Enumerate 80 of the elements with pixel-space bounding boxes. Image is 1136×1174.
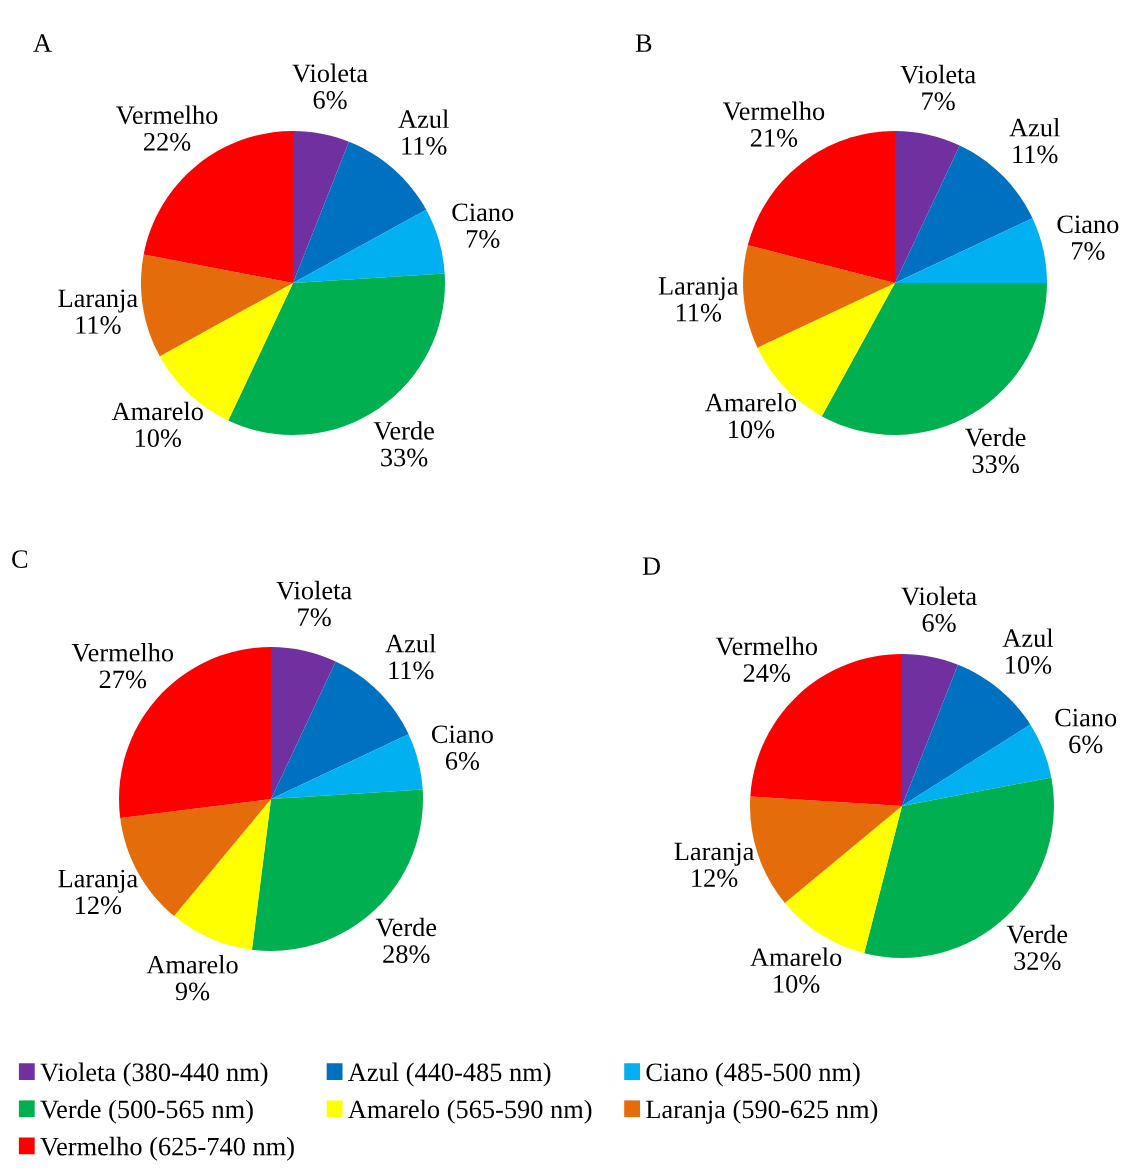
slice-label: Azul: [398, 109, 449, 129]
chart-title: D: [642, 557, 660, 575]
slice-label: Verde: [373, 421, 434, 440]
pie-slice: [141, 254, 293, 357]
slice-label: Violeta: [276, 580, 352, 600]
data-label: 28%: [383, 945, 430, 964]
data-label: 11%: [1013, 145, 1058, 164]
pie-slice: [902, 654, 958, 806]
data-label: 6%: [922, 614, 956, 632]
slice-label: Verde: [965, 427, 1026, 447]
data-label: 11%: [402, 136, 447, 155]
category-label: Amarelo (565-590 nm): [348, 1099, 592, 1124]
pie-slice: [271, 734, 423, 799]
slice-label: Vermelho: [71, 643, 174, 662]
slice-label: Laranja: [674, 842, 754, 866]
data-label: 32%: [1014, 952, 1061, 971]
data-label: 12%: [692, 869, 738, 888]
data-label: 11%: [676, 303, 722, 322]
data-label: 27%: [99, 670, 147, 689]
pie-slice: [747, 131, 895, 283]
slice-label: Ciano: [1057, 215, 1119, 234]
slice-label: Amarelo: [146, 955, 238, 974]
pie-slice: [293, 131, 349, 283]
data-label: 10%: [1006, 655, 1052, 674]
pie-slice: [271, 647, 336, 799]
slice-label: Violeta: [900, 64, 976, 84]
data-label: 6%: [1069, 735, 1103, 754]
pie-slice: [902, 724, 1052, 806]
pie-slice: [174, 799, 271, 950]
data-label: 7%: [922, 92, 955, 111]
slice-label: Azul: [385, 633, 436, 653]
slice-label: Laranja: [58, 289, 138, 313]
chart-title: B: [635, 34, 652, 52]
slice-label: Laranja: [658, 277, 739, 301]
slice-label: Violeta: [292, 63, 368, 83]
slice-label: Azul: [1002, 628, 1054, 648]
category-label: Vermelho (625-740 nm): [40, 1136, 294, 1161]
pie-slice: [895, 131, 960, 283]
chart-title: A: [33, 34, 52, 52]
data-label: 9%: [175, 982, 210, 1001]
slice-label: Amarelo: [750, 947, 842, 967]
slice-label: Ciano: [1055, 708, 1117, 727]
data-label: 11%: [76, 316, 121, 334]
slice-label: Ciano: [452, 203, 514, 222]
data-label: 7%: [466, 230, 500, 248]
slice-label: Verde: [375, 917, 437, 937]
pie-slice: [895, 218, 1047, 283]
data-label: 33%: [972, 455, 1019, 474]
data-label: 22%: [144, 132, 191, 151]
data-label: 33%: [381, 448, 428, 467]
category-label: Violeta (380-440 nm): [40, 1062, 268, 1087]
data-label: 12%: [75, 896, 122, 915]
pie-slice: [143, 131, 293, 283]
data-label: 10%: [729, 420, 775, 439]
slice-label: Amarelo: [705, 392, 797, 412]
slice-label: Vermelho: [116, 105, 218, 125]
data-label: 6%: [445, 751, 480, 770]
pie-slice: [743, 245, 895, 348]
slice-label: Vermelho: [722, 101, 825, 121]
slice-label: Amarelo: [111, 401, 203, 421]
data-label: 21%: [750, 129, 798, 147]
data-label: 6%: [313, 91, 347, 109]
slice-label: Vermelho: [715, 636, 818, 656]
category-label: Laranja (590-625 nm): [646, 1099, 878, 1124]
data-label: 11%: [389, 661, 434, 680]
slice-label: Verde: [1006, 924, 1068, 944]
chart-title: C: [12, 550, 28, 568]
slice-label: Laranja: [58, 869, 138, 893]
data-label: 10%: [774, 974, 820, 993]
pie-slice: [293, 209, 445, 283]
data-label: 7%: [1071, 242, 1105, 260]
category-label: Verde (500-565 nm): [40, 1099, 253, 1124]
category-label: Azul (440-485 nm): [348, 1062, 551, 1087]
slice-label: Ciano: [431, 725, 493, 744]
data-label: 7%: [298, 608, 331, 627]
data-label: 24%: [743, 664, 791, 682]
data-label: 10%: [135, 429, 182, 448]
category-label: Ciano (485-500 nm): [646, 1062, 860, 1087]
slice-label: Violeta: [901, 586, 977, 606]
slice-label: Azul: [1009, 117, 1060, 137]
